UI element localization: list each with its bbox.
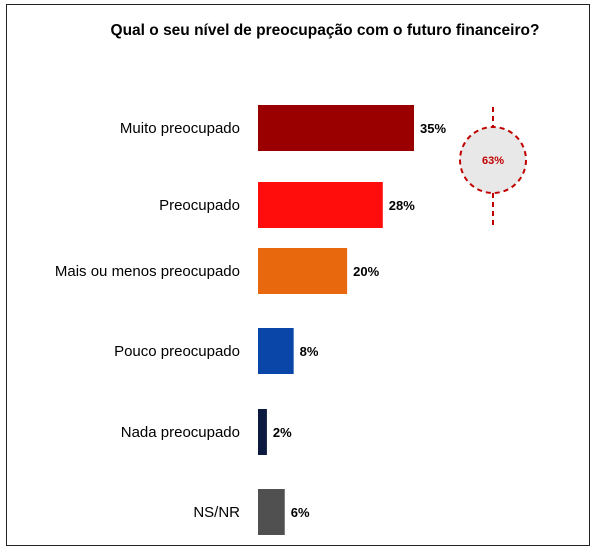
category-label: Pouco preocupado [114,343,240,360]
chart-title: Qual o seu nível de preocupação com o fu… [110,22,540,39]
bar [258,409,267,455]
category-label: Preocupado [159,197,240,214]
value-label: 35% [420,121,446,136]
bar [258,328,294,374]
bar [258,248,348,294]
value-label: 20% [353,264,379,279]
bar [258,105,414,151]
bar [258,182,383,228]
value-label: 8% [300,344,319,359]
value-label: 6% [291,505,310,520]
chart-frame [6,4,590,546]
value-label: 28% [389,198,415,213]
category-label: Mais ou menos preocupado [55,263,240,280]
category-label: NS/NR [193,504,240,521]
category-label: Muito preocupado [120,120,240,137]
category-label: Nada preocupado [121,424,240,441]
bar [258,489,285,535]
annotation-circle [459,126,527,194]
value-label: 2% [273,425,292,440]
annotation-label: 63% [482,155,504,167]
